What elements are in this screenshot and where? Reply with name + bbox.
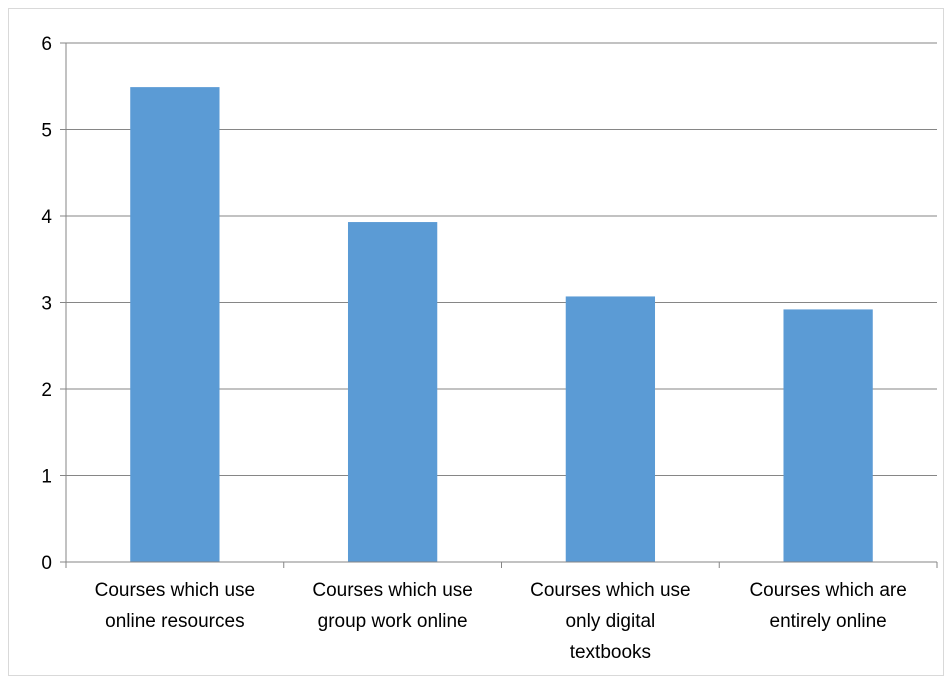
y-tick-label: 5 [41,121,52,142]
y-tick-label: 6 [41,34,52,55]
bar [130,87,220,563]
x-category-label: Courses which use only digital textbooks [530,580,691,663]
axes [60,42,938,568]
bar-chart: 0 1 2 3 4 5 6 Courses which use online resource… [41,34,938,663]
y-tick-label: 0 [41,553,52,574]
bar [347,222,438,562]
x-category-label: Courses which use group work online [312,580,473,632]
chart-frame: 0 1 2 3 4 5 6 Courses which use online resource… [8,8,944,676]
y-tick-label: 1 [41,467,52,488]
x-category-label: Courses which are entirely online [749,580,906,632]
y-tick-labels: 0 1 2 3 4 5 6 [41,34,52,574]
y-tick-label: 4 [41,207,52,228]
bar [783,309,873,562]
x-tick-labels: Courses which use online resources Courses… [95,580,907,663]
bars [130,87,873,563]
y-tick-label: 3 [41,294,52,315]
bar [565,296,656,562]
y-tick-label: 2 [41,380,52,401]
x-category-label: Courses which use online resources [95,580,256,632]
